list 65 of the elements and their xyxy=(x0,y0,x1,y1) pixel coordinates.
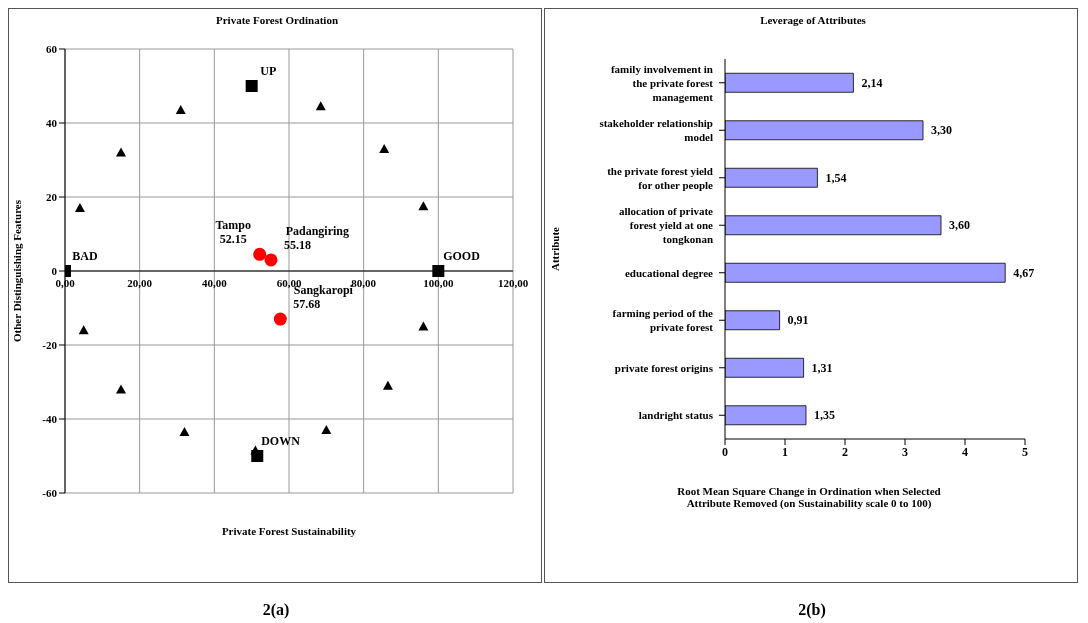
point xyxy=(245,80,258,92)
point xyxy=(253,247,267,261)
x-tick-label: 5 xyxy=(1022,444,1028,459)
data-label: 2,14 xyxy=(861,75,883,90)
y-tick-label: educational degree xyxy=(624,266,714,279)
x-tick-label: 4 xyxy=(962,444,968,459)
x-tick-label: 40,00 xyxy=(201,277,228,289)
y-tick-label: 20 xyxy=(46,190,58,203)
x-tick-label: 80,00 xyxy=(351,277,377,289)
annotation: UP xyxy=(260,64,277,78)
annotation: Tampo 52.15 xyxy=(215,218,251,247)
y-tick-label: 60 xyxy=(46,42,58,55)
point xyxy=(382,380,393,390)
data-label: 1,35 xyxy=(814,408,835,423)
point xyxy=(432,265,445,277)
y-tick-label: farming period of the private forest xyxy=(612,307,714,334)
data-label: 3,60 xyxy=(949,218,970,233)
x-tick-label: 1 xyxy=(782,444,788,459)
point xyxy=(418,201,429,211)
point xyxy=(379,143,390,153)
point xyxy=(78,325,89,335)
data-label: 1,31 xyxy=(811,360,833,375)
point xyxy=(273,312,287,326)
y-tick-label: stakeholder relationship model xyxy=(599,117,713,144)
y-tick-label: family involvement in the private forest management xyxy=(610,62,714,103)
point xyxy=(74,203,85,213)
point xyxy=(315,101,326,111)
point xyxy=(321,425,332,435)
point xyxy=(116,147,126,157)
annotation: BAD xyxy=(72,249,98,263)
point xyxy=(264,253,278,267)
y-axis-title: Other Distinguishing Features xyxy=(10,199,23,342)
data-label: 0,91 xyxy=(787,313,809,328)
y-tick-label: 0 xyxy=(51,264,58,277)
data-label: 3,30 xyxy=(931,123,952,138)
y-tick-label: 40 xyxy=(46,116,58,129)
text: 2(b) xyxy=(797,601,827,619)
x-tick-label: 0 xyxy=(722,444,728,459)
x-tick-label: 120,00 xyxy=(497,277,529,289)
text: 2(a) xyxy=(261,601,291,619)
x-axis-title: Root Mean Square Change in Ordination when Selected Attribute Removed (on Sustainability scale 0 to 100) xyxy=(676,485,942,509)
chart-title: Leverage of Attributes xyxy=(759,13,867,28)
y-tick-label: landright status xyxy=(638,409,714,422)
chart-title: Private Forest Ordination xyxy=(215,13,339,28)
y-axis-title: Attribute xyxy=(548,226,561,271)
y-tick-label: -40 xyxy=(42,412,58,425)
y-tick-label: the private forest yield for other people xyxy=(607,164,714,191)
y-tick-label: allocation of private forest yield at one tongkonan xyxy=(618,205,714,246)
x-tick-label: 20,00 xyxy=(127,277,153,289)
annotation: Padangiring 55.18 xyxy=(284,223,349,252)
point xyxy=(175,105,186,115)
annotation: DOWN xyxy=(261,434,301,448)
x-tick-label: 3 xyxy=(902,444,908,459)
x-tick-label: 2 xyxy=(842,444,848,459)
y-tick-label: -20 xyxy=(42,338,58,351)
x-axis-title: Private Forest Sustainability xyxy=(221,525,357,537)
annotation: GOOD xyxy=(443,249,481,263)
point xyxy=(418,321,429,331)
y-tick-label: -60 xyxy=(42,486,58,499)
y-tick-label: private forest origins xyxy=(614,361,714,374)
point xyxy=(116,384,126,394)
data-label: 4,67 xyxy=(1013,265,1035,280)
point xyxy=(179,426,190,436)
data-label: 1,54 xyxy=(825,170,847,185)
x-tick-label: 100,00 xyxy=(423,277,454,289)
